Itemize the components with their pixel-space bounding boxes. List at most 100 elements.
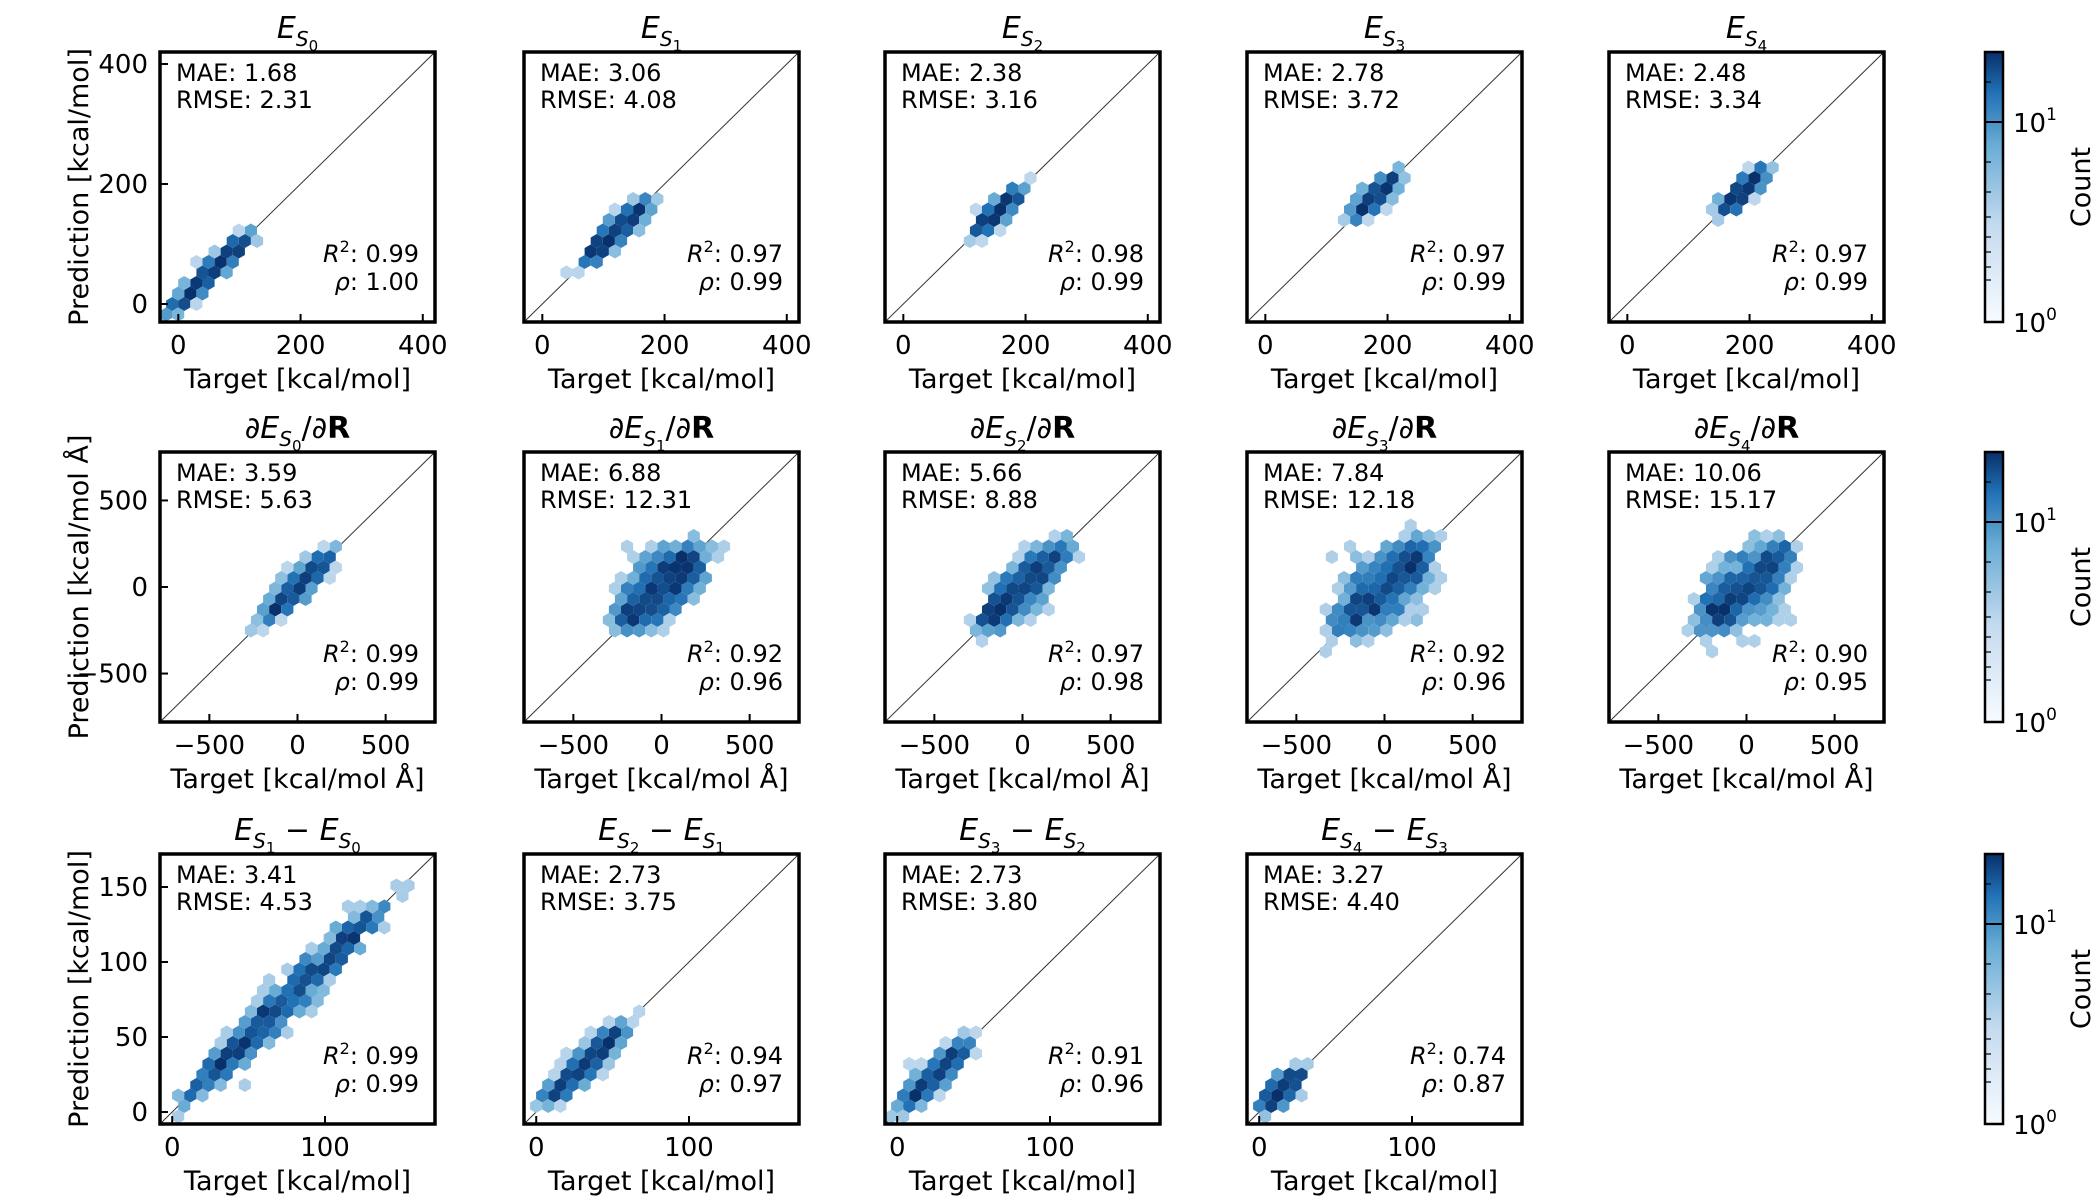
hexbin [341,941,354,956]
hexbin [627,571,640,585]
hexbin [275,592,288,606]
hexbin [1006,581,1019,596]
hexbin [1277,1078,1290,1092]
hexbin [687,550,700,564]
hexbin [238,1057,251,1071]
hexbin [1380,623,1393,638]
hexbin [1066,539,1079,554]
rmse-label: RMSE: 8.88 [901,486,1038,514]
hexbin [172,286,185,301]
hexbin [1362,571,1375,585]
hexbin [1706,602,1719,617]
hexbin [299,592,312,606]
colorbar-tick-label: 100 [2013,705,2057,739]
hexbin [933,1088,946,1103]
hexbin [1344,202,1357,217]
hexbin [627,213,640,227]
hexbin [1331,581,1344,596]
hexbin [1301,1057,1314,1071]
hexbin [627,550,640,564]
hexbin [1748,634,1761,648]
hexbin [1398,592,1411,606]
hexbin [639,550,652,564]
hexbin [1350,592,1363,606]
hexbin [323,952,336,966]
x-tick-label: 0 [889,1133,906,1163]
hexbin [621,223,634,238]
hexbin [190,1078,203,1092]
hexbin [214,1057,227,1071]
hexbin [687,529,700,543]
rho-label: ρ: 0.95 [1784,668,1868,696]
r2-label: R2: 0.92 [1410,637,1506,668]
hexbin [602,1057,615,1071]
hexbin [1386,171,1399,185]
hexbin [1422,571,1435,585]
hexbin [196,286,209,301]
hexbin [1380,560,1393,575]
colorbar-tick-label: 100 [2013,305,2057,339]
hexbin [1362,213,1375,227]
x-axis-label: Target [kcal/mol Å] [1618,763,1873,795]
hexbin [909,1088,922,1103]
hexbin [366,920,379,935]
hexbin [1718,560,1731,575]
hexbin [982,581,995,596]
hexbin [681,539,694,554]
hexbin [1030,560,1043,575]
plot-area [885,452,1160,722]
hexbin [1283,1067,1296,1082]
hexbin [323,571,336,585]
hexbin [621,539,634,554]
hexbin [614,1036,628,1050]
x-tick-label: 100 [1025,1133,1075,1163]
hexbin [1000,571,1013,585]
hexbin [232,1025,245,1040]
hexbin [269,581,282,596]
hexbin [1730,581,1743,596]
hexbin [1766,581,1779,596]
hexbin [1331,623,1344,638]
hexbin [1772,550,1785,564]
hexbin [293,1004,306,1019]
hexbin [669,602,682,617]
hexbin [969,1046,982,1061]
axes-frame [1245,852,1524,1126]
rmse-label: RMSE: 3.75 [540,888,677,916]
hexbin [1404,581,1417,596]
hexbin [1724,571,1737,585]
x-tick-label: 0 [1619,331,1636,361]
hexbin [651,571,664,585]
r2-label: R2: 0.97 [1410,237,1506,268]
hexbin [1398,171,1411,185]
hexbin [1772,592,1785,606]
subplot-2-0: ES1 − ES0 0 100 0 50 100 150 Target [kcal/mol] P… [64,813,437,1197]
y-tick-label: 0 [131,573,148,603]
hexbin [1706,644,1719,659]
hexbin [1778,539,1791,554]
plot-area [1247,854,1522,1124]
colorbar-1: 101 100 Count [1983,450,2097,739]
hexbin [263,1015,276,1029]
hexbin [572,1067,585,1082]
hexbin [293,560,306,575]
rmse-label: RMSE: 4.53 [176,888,313,916]
subplot-title: ∂ES0/∂R [245,411,350,455]
x-tick-label: 100 [664,1133,714,1163]
hexbin [226,255,239,269]
hexbin [982,223,995,238]
hexbin [1012,550,1025,564]
hexbin [390,878,403,893]
hexbin [1778,581,1791,596]
subplot-title: ES4 − ES3 [1321,813,1448,857]
x-tick-label: 400 [1485,331,1535,361]
hexbin [639,192,652,206]
hexbin [1754,602,1767,617]
hexbin [915,1057,928,1071]
hexbin [269,983,282,998]
hexbin [627,613,640,627]
hexbin [584,244,597,259]
hexbin [566,1078,579,1092]
hexbin [578,1078,591,1092]
